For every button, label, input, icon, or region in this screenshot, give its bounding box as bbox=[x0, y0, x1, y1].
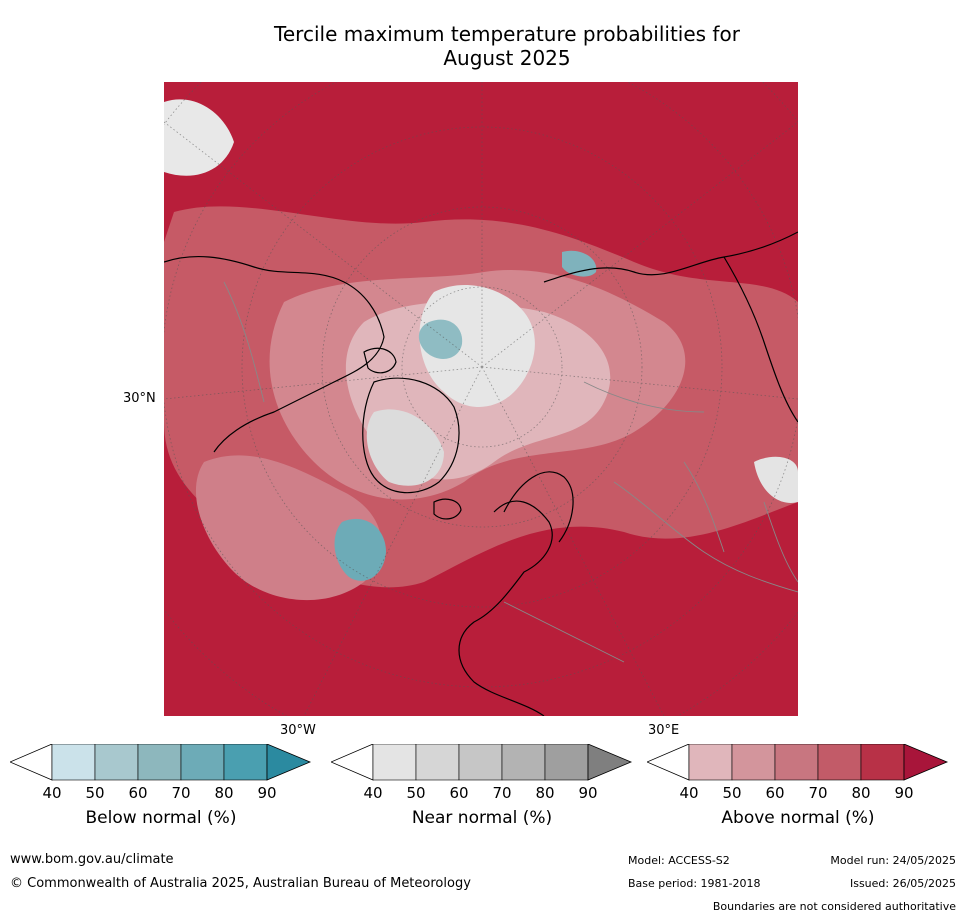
tick-above-40: 40 bbox=[679, 784, 699, 802]
footer-model: Model: ACCESS-S2 bbox=[628, 854, 730, 867]
near-swatch-4 bbox=[544, 744, 589, 781]
coast-scandinavia bbox=[503, 471, 574, 543]
tick-near-80: 80 bbox=[535, 784, 555, 802]
footer-issued: Issued: 26/05/2025 bbox=[849, 877, 956, 890]
tick-above-50: 50 bbox=[722, 784, 742, 802]
tick-above-90: 90 bbox=[894, 784, 914, 802]
above-swatch-3 bbox=[817, 744, 862, 781]
tick-near-70: 70 bbox=[492, 784, 512, 802]
lon-label-30e: 30°E bbox=[648, 723, 680, 738]
tick-below-50: 50 bbox=[85, 784, 105, 802]
colorbar-above-swatches bbox=[647, 744, 949, 781]
tick-near-40: 40 bbox=[363, 784, 383, 802]
tick-below-40: 40 bbox=[42, 784, 62, 802]
above-swatch-1 bbox=[731, 744, 776, 781]
colorbar-above-label: Above normal (%) bbox=[721, 808, 875, 828]
below-swatch-2 bbox=[137, 744, 182, 781]
coast-europe bbox=[458, 500, 553, 716]
below-swatch-3 bbox=[180, 744, 225, 781]
colorbar-below-label: Below normal (%) bbox=[85, 808, 237, 828]
tick-below-70: 70 bbox=[171, 784, 191, 802]
tick-below-80: 80 bbox=[214, 784, 234, 802]
tick-near-90: 90 bbox=[578, 784, 598, 802]
tick-above-60: 60 bbox=[765, 784, 785, 802]
region-near-normal-greenland bbox=[366, 409, 444, 486]
above-extend-high bbox=[903, 744, 949, 781]
above-extend-low bbox=[647, 744, 690, 781]
below-swatch-4 bbox=[223, 744, 268, 781]
colorbar-below-swatches bbox=[10, 744, 312, 781]
below-extend-high bbox=[266, 744, 312, 781]
polar-map bbox=[164, 82, 798, 716]
near-swatch-0 bbox=[372, 744, 417, 781]
region-north-atlantic-warm bbox=[195, 455, 382, 601]
footer-url: www.bom.gov.au/climate bbox=[10, 852, 174, 867]
colorbar-above: 40 50 60 70 80 90 Above normal (%) bbox=[647, 744, 949, 854]
region-near-normal-east bbox=[754, 456, 798, 503]
below-swatch-0 bbox=[51, 744, 96, 781]
colorbar-near-label: Near normal (%) bbox=[411, 808, 553, 828]
tick-above-70: 70 bbox=[808, 784, 828, 802]
coast-north-america bbox=[164, 255, 385, 453]
near-extend-high bbox=[587, 744, 633, 781]
coastlines bbox=[164, 231, 798, 716]
near-swatch-2 bbox=[458, 744, 503, 781]
chart-title: Tercile maximum temperature probabilitie… bbox=[160, 22, 854, 70]
graticule bbox=[164, 82, 798, 716]
map-svg bbox=[164, 82, 798, 716]
footer-copyright: © Commonwealth of Australia 2025, Austra… bbox=[10, 876, 471, 891]
above-swatch-0 bbox=[688, 744, 733, 781]
tick-below-90: 90 bbox=[257, 784, 277, 802]
coast-greenland bbox=[362, 377, 460, 494]
region-near-normal-west bbox=[164, 99, 234, 176]
colorbar-near-swatches bbox=[331, 744, 633, 781]
tick-near-60: 60 bbox=[449, 784, 469, 802]
region-below-normal-atlantic bbox=[334, 518, 386, 581]
region-below-normal-arctic bbox=[418, 319, 463, 359]
coast-siberia bbox=[543, 231, 798, 283]
tick-below-60: 60 bbox=[128, 784, 148, 802]
title-line-1: Tercile maximum temperature probabilitie… bbox=[274, 22, 740, 46]
coast-arctic-islands bbox=[363, 347, 397, 374]
near-extend-low bbox=[331, 744, 374, 781]
country-borders bbox=[223, 281, 798, 663]
colorbar-below: 40 50 60 70 80 90 Below normal (%) bbox=[10, 744, 312, 854]
tick-above-80: 80 bbox=[851, 784, 871, 802]
title-line-2: August 2025 bbox=[443, 46, 571, 70]
coast-iceland bbox=[433, 498, 462, 520]
footer-base-period: Base period: 1981-2018 bbox=[628, 877, 761, 890]
footer-model-run: Model run: 24/05/2025 bbox=[830, 854, 956, 867]
below-extend-low bbox=[10, 744, 53, 781]
tick-near-50: 50 bbox=[406, 784, 426, 802]
above-swatch-2 bbox=[774, 744, 819, 781]
below-swatch-1 bbox=[94, 744, 139, 781]
above-swatch-4 bbox=[860, 744, 905, 781]
footer-disclaimer: Boundaries are not considered authoritat… bbox=[712, 900, 956, 913]
lat-label-30n: 30°N bbox=[123, 391, 156, 406]
colorbar-near: 40 50 60 70 80 90 Near normal (%) bbox=[331, 744, 633, 854]
near-swatch-1 bbox=[415, 744, 460, 781]
region-near-normal-arctic bbox=[419, 284, 535, 407]
coast-asia-east bbox=[723, 256, 798, 423]
lon-label-30w: 30°W bbox=[280, 723, 316, 738]
near-swatch-3 bbox=[501, 744, 546, 781]
